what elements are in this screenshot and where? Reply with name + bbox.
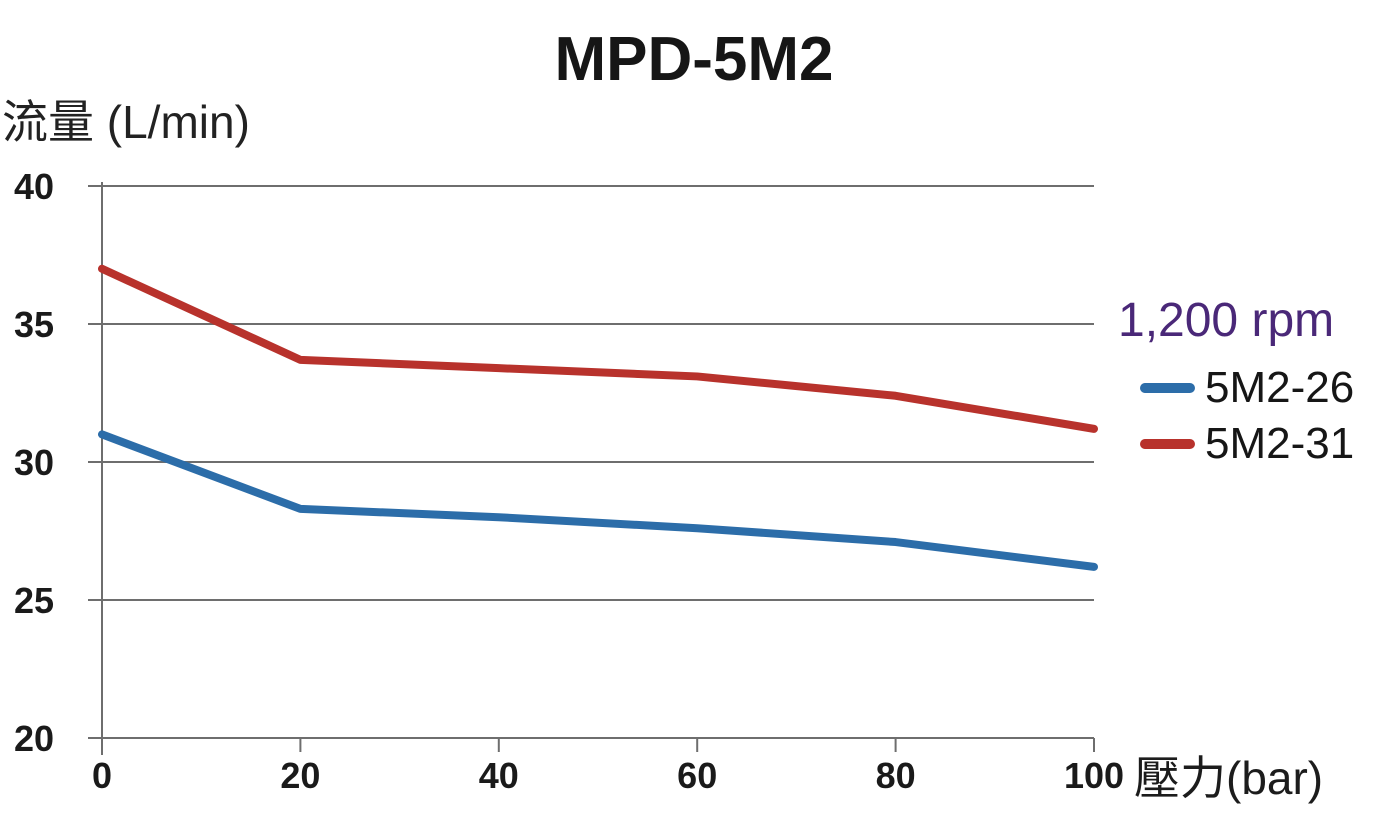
legend-item: 5M2-31 <box>1140 420 1354 467</box>
x-tick-label: 80 <box>876 755 916 796</box>
legend-line-swatch <box>1140 382 1195 393</box>
y-tick-label: 20 <box>14 718 54 759</box>
x-axis-title: 壓力(bar) <box>1134 752 1324 804</box>
legend-items: 5M2-26 5M2-31 <box>1140 364 1354 467</box>
x-tick-label: 100 <box>1064 755 1124 796</box>
legend-title: 1,200 rpm <box>1118 294 1335 347</box>
y-axis-title: 流量 (L/min) <box>2 96 250 148</box>
y-tick-label: 35 <box>14 304 54 345</box>
chart-title: MPD-5M2 <box>554 25 834 94</box>
y-tick-label: 40 <box>14 166 54 207</box>
legend-item-label: 5M2-31 <box>1205 418 1355 468</box>
legend-item-label: 5M2-26 <box>1205 362 1355 412</box>
legend: 1,200 rpm 5M2-26 5M2-31 <box>1118 294 1354 467</box>
series-line-5M2-31 <box>98 264 1098 433</box>
series-line-5M2-26 <box>98 430 1098 571</box>
x-tick-label: 0 <box>92 755 112 796</box>
y-tick-label: 25 <box>14 580 54 621</box>
x-tick-label: 40 <box>479 755 519 796</box>
x-tick-label: 60 <box>677 755 717 796</box>
x-tick-label: 20 <box>280 755 320 796</box>
legend-line-swatch <box>1140 438 1195 449</box>
legend-item: 5M2-26 <box>1140 364 1354 411</box>
y-tick-label: 30 <box>14 442 54 483</box>
